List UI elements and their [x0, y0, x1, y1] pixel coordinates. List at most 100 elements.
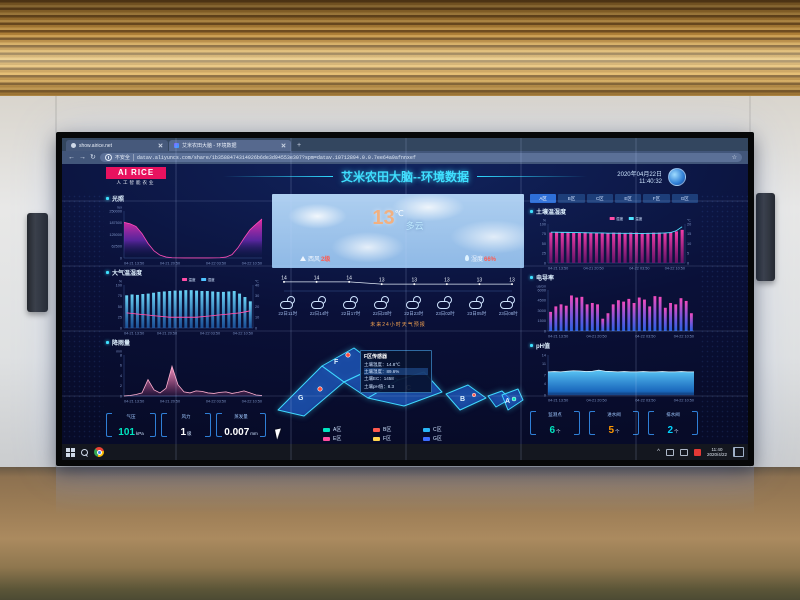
- map-tooltip: F区传感器 土壤温度：14.8℃ 土壤湿度：89.6% 土壤EC：1458 土壤…: [360, 350, 432, 393]
- globe-favicon: [71, 143, 76, 148]
- forecast-item: 22日20时: [368, 296, 396, 317]
- datetime: 2020年04月22日 11:40:32: [617, 172, 662, 185]
- tray-red-badge-icon[interactable]: [693, 448, 701, 456]
- browser-toolbar: ← → ↻ 不安全 datav.aliyuncs.com/share/1b358…: [62, 151, 748, 164]
- reload-button[interactable]: ↻: [90, 154, 96, 161]
- legend-swatch: [423, 427, 430, 432]
- right-stats: 监测点 6个 进水阀 5个 排水阀 2个: [530, 408, 698, 438]
- browser-tab-2[interactable]: 艾米农田大脑 - 环境数据: [169, 140, 291, 151]
- tray-expand-icon[interactable]: ^: [657, 449, 660, 455]
- stat-evaporation: 蒸发量 0.007mm: [216, 410, 266, 440]
- back-button[interactable]: ←: [68, 154, 75, 161]
- forecast-items: 22日11时 22日14时 22日17时 22日20时 22日23时 23日02…: [272, 296, 524, 317]
- svg-text:25: 25: [118, 316, 122, 320]
- bookmark-star-icon[interactable]: ☆: [731, 155, 737, 161]
- taskbar-search-icon[interactable]: [81, 448, 88, 456]
- zone-tab-f[interactable]: F区: [643, 194, 670, 203]
- svg-text:0: 0: [120, 256, 122, 260]
- panel-dot-icon: [530, 344, 533, 347]
- panel-dot-icon: [530, 210, 533, 213]
- tray-volume-icon[interactable]: [679, 448, 688, 456]
- chrome-taskbar-icon[interactable]: [94, 447, 104, 457]
- zone-tab-c[interactable]: C区: [586, 194, 613, 203]
- svg-text:mm: mm: [116, 350, 122, 354]
- legend-item: F区: [373, 435, 423, 442]
- dashboard-header: AI RICE 人工智能农业 艾米农田大脑--环境数据 2020年04月22日 …: [62, 164, 748, 192]
- svg-text:04-21 13:50: 04-21 13:50: [548, 267, 568, 271]
- forecast-item: 22日23时: [400, 296, 428, 317]
- svg-text:10: 10: [255, 316, 259, 320]
- panel-dot-icon: [106, 271, 109, 274]
- soil-chart: 0 25 50 75 100% 0 5 10 15 20 ℃ 04-21 13:50 04-21 20:…: [530, 216, 698, 271]
- svg-text:0: 0: [544, 329, 546, 333]
- start-button[interactable]: [66, 447, 75, 457]
- tray-network-icon[interactable]: [665, 448, 674, 456]
- legend-item: C区: [423, 426, 473, 433]
- sensor-dot-a[interactable]: [511, 396, 517, 402]
- center-column: 13 ℃ 多云 西风2级 湿度66% 14 14 14 13 13 13 13 13 22日1…: [272, 194, 524, 442]
- zone-tab-e[interactable]: E区: [614, 194, 642, 203]
- taskbar-clock[interactable]: 11:40 2020/4/22: [706, 446, 727, 457]
- page-title: 艾米农田大脑--环境数据: [182, 168, 628, 185]
- zone-tab-g[interactable]: G区: [671, 194, 698, 203]
- svg-text:1500: 1500: [538, 319, 546, 323]
- sensor-pin-f[interactable]: [345, 352, 351, 358]
- left-stats: 气压 101kPa 风力 1级 蒸发量 0.007mm: [106, 410, 266, 440]
- panel-dot-icon: [530, 276, 533, 279]
- svg-text:04-22 03:50: 04-22 03:50: [635, 335, 655, 339]
- svg-text:温度: 温度: [189, 277, 196, 282]
- stat-pressure: 气压 101kPa: [106, 410, 156, 440]
- browser-tab-1[interactable]: show.airice.net: [66, 140, 168, 151]
- stat-inlet-valves: 进水阀 5个: [589, 408, 639, 438]
- svg-text:04-21 13:50: 04-21 13:50: [548, 399, 568, 403]
- svg-text:04-22 03:50: 04-22 03:50: [635, 399, 655, 403]
- zone-tab-a[interactable]: A区: [530, 194, 557, 203]
- svg-text:250000: 250000: [109, 209, 122, 213]
- legend-item: A区: [323, 426, 373, 433]
- svg-text:25: 25: [542, 252, 546, 256]
- svg-text:0: 0: [687, 261, 689, 265]
- plot-b[interactable]: [445, 384, 487, 411]
- new-tab-button[interactable]: +: [297, 142, 302, 149]
- rain-chart-title: 降雨量: [106, 338, 130, 347]
- tab-title: show.airice.net: [79, 142, 113, 149]
- partly-cloudy-icon: [405, 296, 422, 309]
- address-bar[interactable]: 不安全 datav.aliyuncs.com/share/1b358847431…: [99, 153, 742, 162]
- svg-text:04-22 10:50: 04-22 10:50: [665, 267, 685, 271]
- datav-favicon: [174, 143, 179, 148]
- dashboard: AI RICE 人工智能农业 艾米农田大脑--环境数据 2020年04月22日 …: [62, 164, 748, 444]
- security-label: 不安全: [115, 154, 134, 161]
- partly-cloudy-icon: [374, 296, 390, 309]
- light-chart: 0 62500 125000 187500 250000 lux 04-21 13:50 04…: [106, 203, 266, 266]
- screen-reflection: [56, 467, 754, 515]
- legend-item: B区: [373, 426, 423, 433]
- svg-text:04-22 10:50: 04-22 10:50: [674, 335, 694, 339]
- close-tab-icon[interactable]: [281, 143, 286, 148]
- weather-panel: 13 ℃ 多云 西风2级 湿度66%: [272, 194, 524, 268]
- svg-text:0: 0: [544, 393, 546, 397]
- svg-text:100: 100: [116, 283, 122, 287]
- forecast-caption: 未来24小时天气预报: [370, 322, 426, 328]
- svg-text:04-22 03:50: 04-22 03:50: [200, 332, 220, 336]
- chart-svg: 14 14 14 13 13 13 13 13: [281, 275, 515, 292]
- svg-text:13: 13: [412, 278, 418, 284]
- sensor-dot-b[interactable]: [471, 392, 477, 398]
- svg-text:%: %: [543, 219, 546, 223]
- forward-button[interactable]: →: [79, 154, 86, 161]
- svg-text:0: 0: [120, 326, 122, 330]
- zone-tab-b[interactable]: B区: [558, 194, 585, 203]
- forecast-row: 22日11时 22日14时 22日17时 22日20时 22日23时 23日02…: [272, 296, 524, 336]
- sensor-pin-g[interactable]: [317, 386, 323, 392]
- info-icon[interactable]: [104, 154, 112, 161]
- close-tab-icon[interactable]: [158, 143, 163, 148]
- svg-text:50: 50: [118, 305, 122, 309]
- svg-text:04-22 10:50: 04-22 10:50: [674, 399, 694, 403]
- deco-dots-right: [700, 194, 748, 440]
- light-panel: 光照 0 62500 125000 187500 250000 lux 04-21 13:5…: [106, 194, 266, 266]
- forecast-temp-line-chart: 14 14 14 13 13 13 13 13: [272, 270, 524, 294]
- svg-text:us/cm: us/cm: [537, 285, 546, 289]
- legend-swatch: [373, 427, 380, 432]
- svg-text:40: 40: [255, 283, 259, 287]
- notification-center-icon[interactable]: [733, 447, 744, 457]
